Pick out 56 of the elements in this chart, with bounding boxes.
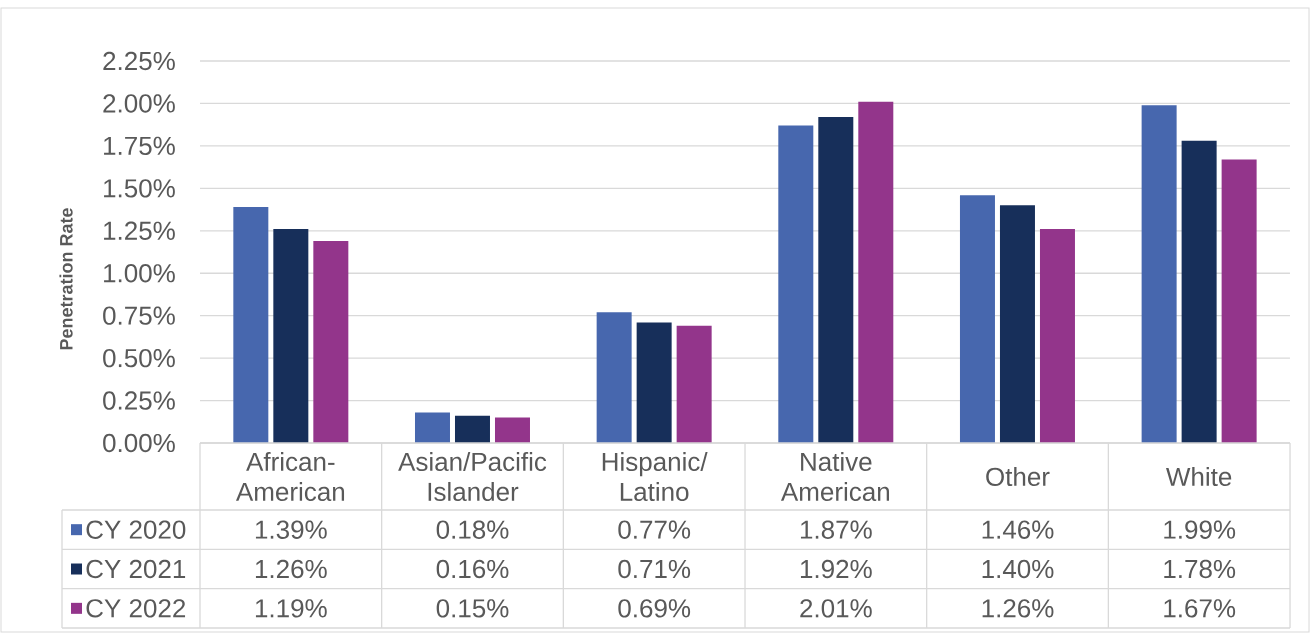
data-label: 1.92% [800,559,872,579]
bar [1039,229,1075,444]
bar [636,322,672,444]
data-label: 0.69% [618,599,691,618]
x-tick-label: White [1166,466,1232,487]
y-tick-label: 0.00% [103,433,175,453]
bar [999,205,1035,444]
data-label: 1.19% [255,599,327,618]
bar [233,207,269,444]
legend-label: CY 2022 [86,599,186,618]
bar [778,125,814,444]
data-label: 0.77% [618,520,691,539]
y-axis-title: Penetration Rate [59,208,73,350]
bar [1141,105,1177,444]
x-tick-label: Hispanic/Latino [602,451,708,502]
bar [1181,140,1217,444]
x-tick-label: Asian/Pacific Islander [398,451,547,502]
legend-label: CY 2020 [86,520,186,539]
bar [273,229,309,444]
data-label: 1.78% [1164,559,1236,579]
legend-label: CY 2021 [86,559,186,579]
y-tick-label: 0.75% [103,306,175,325]
data-label: 1.46% [982,520,1054,539]
bar [494,417,530,444]
data-label: 1.67% [1164,599,1236,618]
bar [596,312,632,444]
data-label: 0.16% [436,559,509,579]
y-tick-label: 2.00% [103,94,175,113]
x-tick-label: Other [986,466,1050,487]
x-tick-label: African-American [235,451,345,502]
y-tick-label: 1.75% [104,136,175,156]
y-tick-label: 1.00% [104,264,175,283]
bar [1221,159,1257,444]
data-label: 1.39% [255,520,327,539]
data-label: 1.40% [982,559,1054,579]
bar [959,195,995,444]
bar [818,117,854,444]
data-label: 1.26% [982,599,1054,618]
data-label: 1.26% [255,559,327,579]
y-tick-label: 1.50% [104,179,175,198]
data-label: 1.87% [800,520,872,539]
bar [676,325,712,444]
bar [414,412,450,444]
y-tick-label: 0.25% [103,391,175,410]
x-tick-label: Native American [780,451,890,502]
data-label: 0.18% [436,520,509,539]
data-label: 0.15% [436,599,509,618]
data-label: 2.01% [800,599,872,618]
data-label: 0.71% [618,559,691,579]
bar [858,101,894,444]
data-label: 1.99% [1164,520,1236,539]
bar [313,240,349,444]
bar [454,415,490,444]
y-tick-label: 2.25% [103,51,175,71]
y-tick-label: 0.50% [103,348,175,368]
y-tick-label: 1.25% [104,221,175,240]
